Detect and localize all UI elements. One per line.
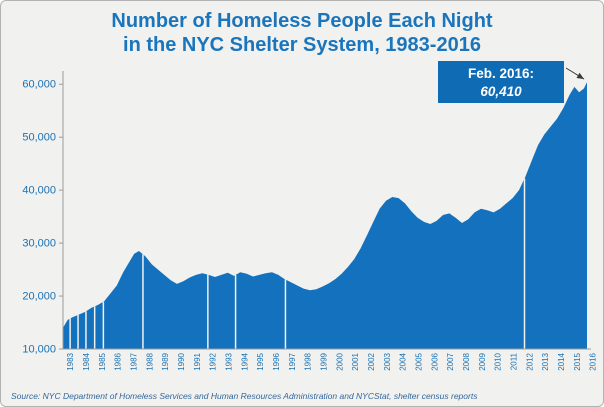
chart-title-line2: in the NYC Shelter System, 1983-2016: [123, 34, 481, 56]
x-tick-label: 2015: [573, 352, 582, 370]
x-tick-label: 1993: [224, 352, 233, 370]
chart-title: Number of Homeless People Each Night in …: [1, 1, 603, 57]
x-tick-label: 2000: [335, 352, 344, 370]
x-tick-label: 1983: [66, 352, 75, 370]
annotation-box: [438, 61, 564, 103]
x-tick-label: 2010: [494, 352, 503, 370]
x-tick-label: 2007: [446, 352, 455, 370]
x-tick-label: 2006: [430, 352, 439, 370]
x-tick-label: 2002: [367, 352, 376, 370]
y-tick-label: 60,000: [22, 79, 56, 91]
y-tick-label: 30,000: [22, 238, 56, 250]
annotation-value: 60,410: [480, 84, 522, 99]
x-tick-label: 1987: [129, 352, 138, 370]
x-tick-label: 2009: [478, 352, 487, 370]
annotation-arrow-head: [576, 72, 584, 80]
x-tick-label: 2001: [351, 352, 360, 370]
x-tick-label: 1985: [98, 352, 107, 370]
x-tick-label: 1992: [209, 352, 218, 370]
x-tick-label: 2003: [383, 352, 392, 370]
x-tick-label: 1999: [319, 352, 328, 370]
x-tick-label: 2004: [399, 352, 408, 370]
y-tick-label: 40,000: [22, 185, 56, 197]
x-tick-label: 1984: [82, 352, 91, 370]
x-tick-label: 2016: [589, 352, 598, 370]
x-tick-label: 1996: [272, 352, 281, 370]
x-tick-label: 1986: [114, 352, 123, 370]
x-tick-label: 2014: [557, 352, 566, 370]
x-tick-label: 1995: [256, 352, 265, 370]
x-tick-label: 2011: [509, 352, 518, 370]
source-note: Source: NYC Department of Homeless Servi…: [11, 391, 478, 401]
x-tick-label: 2013: [541, 352, 550, 370]
y-tick-label: 20,000: [22, 291, 56, 303]
homeless-count-area-chart: 10,000 20,000 30,000 40,000 50,000 60,000 1983…: [22, 61, 598, 371]
x-tick-label: 2012: [525, 352, 534, 370]
chart-title-line1: Number of Homeless People Each Night: [111, 10, 493, 32]
x-tick-label: 2008: [462, 352, 471, 370]
y-tick-label: 50,000: [22, 132, 56, 144]
x-tick-label: 1991: [193, 352, 202, 370]
x-tick-label: 1998: [304, 352, 313, 370]
y-tick-label: 10,000: [22, 344, 56, 356]
x-tick-label: 1994: [240, 352, 249, 370]
x-tick-label: 1989: [161, 352, 170, 370]
x-tick-label: 1997: [288, 352, 297, 370]
x-tick-label: 2005: [414, 352, 423, 370]
x-tick-label: 1990: [177, 352, 186, 370]
area-series: [63, 82, 587, 349]
x-tick-label: 1988: [145, 352, 154, 370]
annotation-label: Feb. 2016:: [468, 66, 534, 81]
